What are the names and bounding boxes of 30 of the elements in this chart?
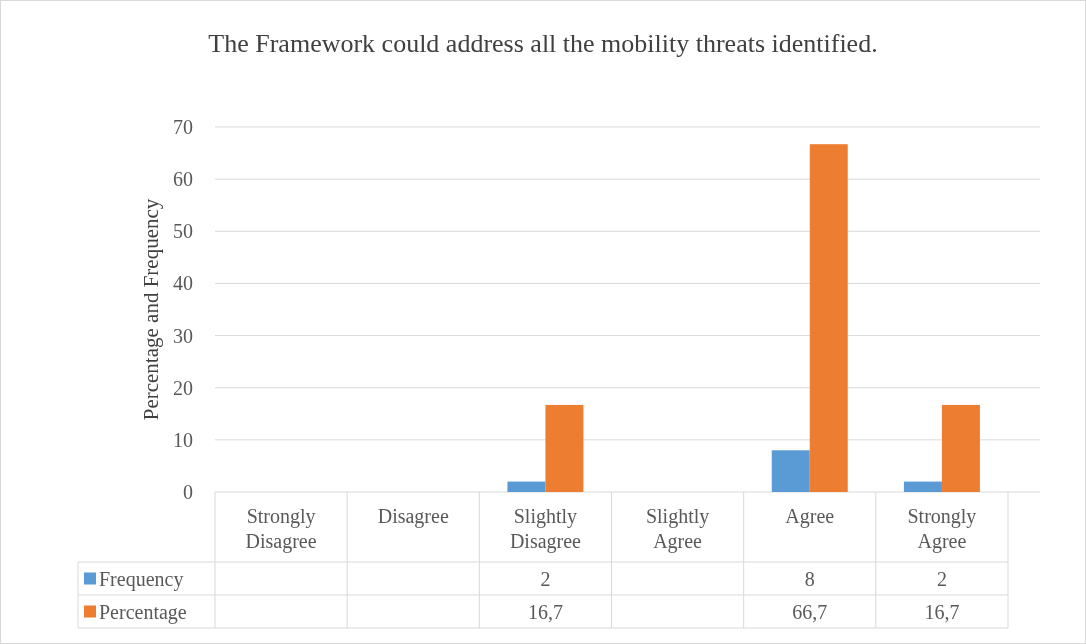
data-label: 16,7 <box>924 600 960 623</box>
x-tick-label: Strongly Disagree <box>245 505 317 553</box>
x-tick-label: Disagree <box>377 505 449 528</box>
y-tick-label: 40 <box>173 272 193 295</box>
bar <box>903 481 942 492</box>
bar <box>771 450 810 492</box>
data-label: 8 <box>804 567 815 590</box>
data-label: 2 <box>540 567 551 590</box>
legend-label: Percentage <box>99 600 187 624</box>
y-tick-label: 0 <box>183 481 193 503</box>
y-tick-label: 30 <box>173 324 193 347</box>
x-tick-label: Slightly Agree <box>645 505 710 553</box>
x-tick-label: Strongly Agree <box>907 505 977 553</box>
data-label: 16,7 <box>527 600 563 623</box>
chart-title: The Framework could address all the mobility threats identified. <box>208 29 878 58</box>
data-label: 2 <box>936 567 947 590</box>
bar <box>809 144 848 492</box>
y-axis-title: Percentage and Frequency <box>139 198 163 421</box>
bar <box>545 404 584 492</box>
y-tick-label: 20 <box>173 376 193 399</box>
data-label: 66,7 <box>792 600 828 623</box>
x-tick-label: Slightly Disagree <box>509 505 582 553</box>
y-tick-label: 60 <box>173 168 193 191</box>
y-tick-label: 10 <box>173 428 193 451</box>
bar <box>507 481 546 492</box>
legend-label: Frequency <box>99 567 184 591</box>
y-tick-label: 50 <box>173 220 193 243</box>
x-tick-label: Agree <box>785 505 835 528</box>
y-tick-label: 70 <box>173 116 193 138</box>
bar <box>941 404 980 492</box>
